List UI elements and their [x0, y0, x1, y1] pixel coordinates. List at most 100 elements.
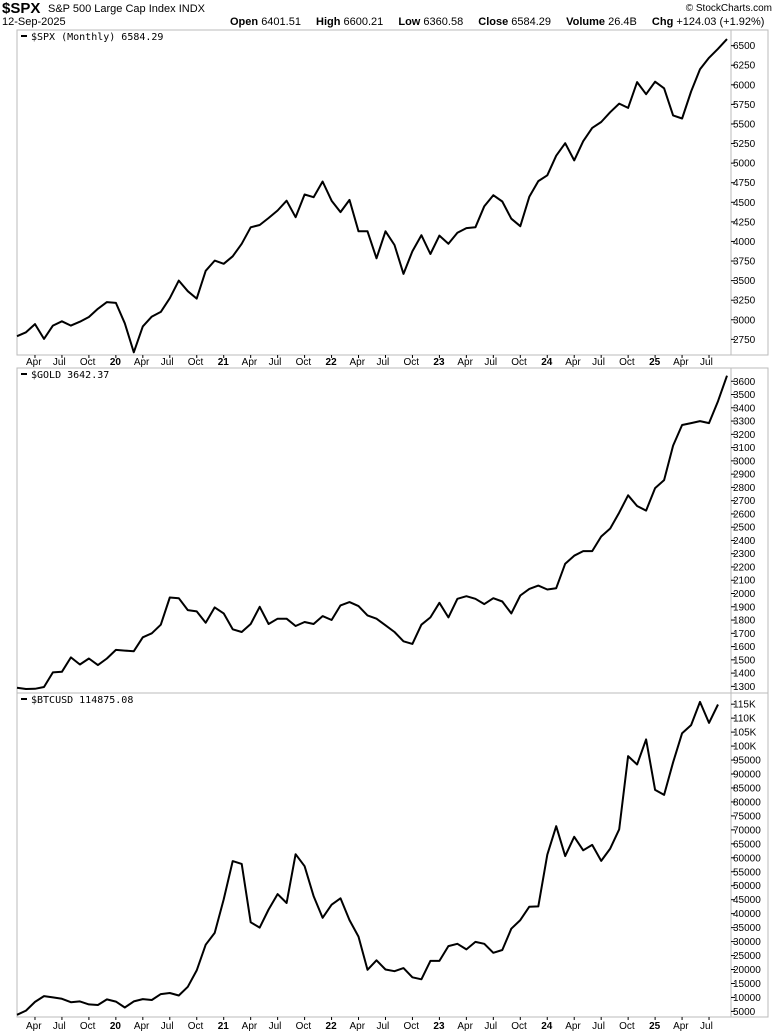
x-tick-label: Apr: [673, 1021, 689, 1032]
x-tick-label: 20: [110, 357, 122, 368]
x-tick-label: Apr: [26, 357, 42, 368]
x-tick-label: Oct: [80, 357, 96, 368]
y-tick-label: 100K: [733, 742, 757, 753]
y-tick-label: 40000: [733, 909, 761, 920]
y-tick-label: 60000: [733, 853, 761, 864]
y-tick-label: 6000: [733, 80, 756, 91]
y-tick-label: 15000: [733, 979, 761, 990]
panel-label: $BTCUSD 114875.08: [31, 695, 133, 706]
y-tick-label: 2100: [733, 576, 756, 587]
x-tick-label: Jul: [700, 1021, 713, 1032]
symbol-title: $SPX: [2, 0, 41, 17]
x-tick-label: Apr: [673, 357, 689, 368]
y-tick-label: 55000: [733, 867, 761, 878]
x-tick-label: Apr: [457, 1021, 473, 1032]
y-tick-label: 4750: [733, 178, 756, 189]
y-tick-label: 2700: [733, 496, 756, 507]
y-tick-label: 2750: [733, 335, 756, 346]
x-tick-label: Apr: [565, 1021, 581, 1032]
series-line: [16, 38, 728, 354]
y-tick-label: 50000: [733, 881, 761, 892]
y-tick-label: 3500: [733, 390, 756, 401]
y-tick-label: 1900: [733, 602, 756, 613]
symbol-full-name: S&P 500 Large Cap Index: [48, 3, 176, 15]
x-tick-label: Oct: [188, 1021, 204, 1032]
y-tick-label: 3100: [733, 443, 756, 454]
y-tick-label: 90000: [733, 770, 761, 781]
x-tick-label: Jul: [161, 357, 174, 368]
y-tick-label: 2500: [733, 523, 756, 534]
y-tick-label: 6250: [733, 61, 756, 72]
chg-value: +124.03 (+1.92%): [676, 16, 765, 28]
y-tick-label: 3750: [733, 257, 756, 268]
panel-frame: [16, 692, 769, 1018]
y-tick-label: 6500: [733, 41, 756, 52]
x-tick-label: 20: [110, 1021, 122, 1032]
x-tick-label: Jul: [269, 357, 282, 368]
x-tick-label: Jul: [53, 1021, 66, 1032]
panel-label: $GOLD 3642.37: [31, 370, 109, 381]
x-tick-label: Jul: [592, 1021, 605, 1032]
y-tick-label: 3500: [733, 276, 756, 287]
y-tick-label: 4250: [733, 217, 756, 228]
x-tick-label: Jul: [484, 357, 497, 368]
y-tick-label: 110K: [733, 714, 756, 725]
y-tick-label: 3600: [733, 377, 756, 388]
y-tick-label: 4500: [733, 198, 756, 209]
high-label: High: [316, 16, 341, 28]
y-tick-label: 30000: [733, 937, 761, 948]
x-tick-label: Oct: [403, 1021, 419, 1032]
y-tick-label: 2800: [733, 483, 756, 494]
y-tick-label: 20000: [733, 965, 761, 976]
y-tick-label: 95000: [733, 756, 761, 767]
panel-frame: [16, 367, 769, 694]
y-tick-label: 65000: [733, 839, 761, 850]
y-tick-label: 2900: [733, 470, 756, 481]
x-tick-label: 24: [541, 1021, 553, 1032]
x-tick-label: Apr: [242, 357, 258, 368]
high-value: 6600.21: [343, 16, 384, 28]
y-tick-label: 25000: [733, 951, 761, 962]
x-tick-label: 25: [649, 1021, 661, 1032]
y-tick-label: 1700: [733, 629, 756, 640]
y-tick-label: 75000: [733, 811, 761, 822]
y-tick-label: 45000: [733, 895, 761, 906]
open-label: Open: [230, 16, 259, 28]
y-tick-label: 1600: [733, 642, 756, 653]
x-tick-label: 24: [541, 357, 553, 368]
x-tick-label: Jul: [161, 1021, 174, 1032]
x-tick-label: 22: [326, 1021, 338, 1032]
close-label: Close: [478, 16, 509, 28]
x-tick-label: Jul: [700, 357, 713, 368]
y-tick-label: 5000: [733, 159, 756, 170]
volume-value: 26.4B: [608, 16, 637, 28]
y-tick-label: 2200: [733, 562, 756, 573]
x-tick-label: Jul: [53, 357, 66, 368]
x-tick-label: 23: [433, 357, 445, 368]
y-tick-label: 80000: [733, 797, 761, 808]
x-tick-label: Jul: [269, 1021, 282, 1032]
y-tick-label: 3300: [733, 417, 756, 428]
y-tick-label: 2000: [733, 589, 756, 600]
y-tick-label: 1300: [733, 682, 756, 693]
x-tick-label: Oct: [296, 1021, 312, 1032]
symbol-name: S&P 500 Large Cap Index INDX: [48, 3, 205, 15]
low-value: 6360.58: [423, 16, 464, 28]
x-tick-label: 21: [218, 1021, 230, 1032]
x-tick-label: Oct: [403, 357, 419, 368]
x-tick-label: Apr: [242, 1021, 258, 1032]
x-tick-label: Apr: [565, 357, 581, 368]
y-tick-label: 3250: [733, 296, 756, 307]
x-tick-label: Apr: [134, 1021, 150, 1032]
series-line: [16, 700, 719, 1016]
panel-frame: [16, 29, 769, 356]
x-tick-label: 21: [218, 357, 230, 368]
x-tick-label: Jul: [484, 1021, 497, 1032]
y-tick-label: 3000: [733, 456, 756, 467]
brand-link[interactable]: © StockCharts.com: [685, 3, 772, 14]
x-tick-label: Oct: [511, 1021, 527, 1032]
y-tick-label: 3000: [733, 315, 756, 326]
x-tick-label: Jul: [376, 357, 389, 368]
y-tick-label: 1800: [733, 616, 756, 627]
